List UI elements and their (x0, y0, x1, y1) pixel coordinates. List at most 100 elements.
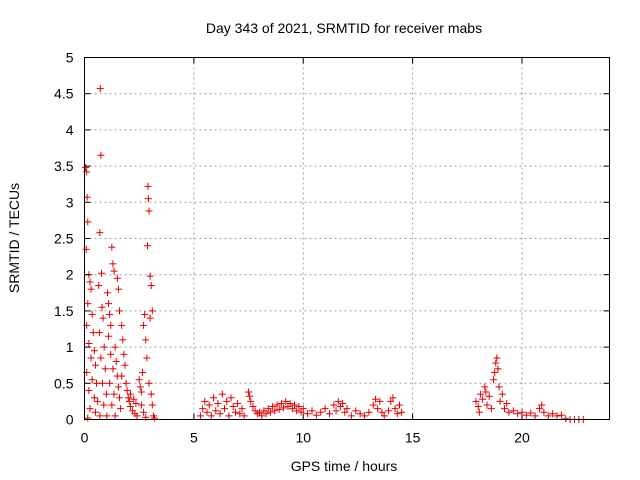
y-axis-label: SRMTID / TECUs (6, 183, 22, 293)
data-point (196, 412, 204, 420)
data-point (132, 400, 140, 408)
data-point (245, 388, 253, 396)
data-point (288, 405, 296, 413)
data-point (258, 412, 266, 420)
data-point (106, 379, 114, 387)
data-point (144, 195, 152, 203)
data-point (144, 242, 151, 250)
data-point (341, 408, 349, 416)
data-point (201, 397, 209, 405)
data-point (203, 408, 211, 416)
data-point (124, 394, 132, 402)
data-point (125, 397, 133, 405)
data-point (95, 282, 103, 290)
data-point (126, 390, 134, 398)
data-point (95, 329, 103, 337)
data-point (490, 376, 498, 384)
data-point (481, 383, 489, 391)
y-tick-label: 5 (66, 50, 74, 66)
data-point (387, 397, 395, 405)
y-tick-label: 0.5 (54, 375, 74, 391)
data-point (86, 278, 94, 286)
data-point (256, 408, 263, 416)
y-tick-label: 3 (66, 194, 74, 210)
data-point (371, 395, 379, 403)
data-point (118, 321, 126, 329)
data-point (114, 285, 122, 293)
data-point (218, 390, 226, 398)
data-point (84, 414, 92, 422)
data-point (105, 332, 113, 340)
data-point (84, 218, 92, 226)
data-point (343, 405, 351, 413)
data-point (148, 401, 156, 409)
data-point (147, 390, 155, 398)
data-point (212, 407, 220, 415)
data-point (82, 164, 90, 172)
data-point (87, 354, 95, 362)
data-point (103, 289, 111, 297)
data-point (111, 343, 119, 351)
data-point (94, 397, 102, 405)
data-point (553, 412, 561, 420)
data-point (82, 245, 90, 253)
data-point (84, 300, 92, 308)
data-point (118, 372, 126, 380)
data-point (498, 390, 506, 398)
data-point (91, 361, 99, 369)
data-point (98, 303, 106, 311)
data-point (396, 401, 403, 409)
data-point (88, 376, 96, 384)
data-point (247, 397, 255, 405)
data-point (221, 405, 228, 413)
data-point (332, 407, 340, 415)
data-point (491, 368, 499, 376)
data-point (269, 402, 277, 410)
data-point (135, 376, 143, 384)
data-point (356, 410, 364, 418)
data-point (262, 410, 270, 418)
data-point (291, 401, 298, 409)
data-point (146, 314, 154, 322)
data-point (138, 368, 146, 376)
data-point (299, 405, 307, 413)
data-point (297, 408, 305, 416)
y-tick-label: 4.5 (54, 86, 74, 102)
data-point (249, 402, 257, 410)
data-point (97, 151, 105, 159)
chart-title: Day 343 of 2021, SRMTID for receiver mab… (206, 20, 482, 36)
data-point (107, 321, 115, 329)
data-point (85, 387, 93, 395)
x-tick-label: 0 (81, 430, 89, 446)
data-point (109, 365, 117, 373)
data-point (140, 321, 148, 329)
data-point (114, 383, 122, 391)
data-point (326, 410, 333, 418)
data-point (536, 405, 543, 413)
data-point (391, 405, 399, 413)
data-point (89, 329, 97, 337)
data-point (531, 412, 539, 420)
data-point (277, 400, 285, 408)
data-point (522, 411, 530, 419)
data-point (110, 390, 118, 398)
data-point (98, 269, 106, 277)
data-point (282, 397, 290, 405)
data-point (549, 410, 557, 418)
data-point (472, 397, 480, 405)
data-point (121, 361, 129, 369)
x-tick-label: 20 (514, 430, 530, 446)
data-point (126, 402, 134, 410)
data-point (540, 408, 548, 416)
data-point (378, 408, 386, 416)
data-point (144, 182, 152, 190)
data-point (141, 311, 149, 319)
data-point (389, 394, 397, 402)
data-point (214, 400, 222, 408)
y-tick-label: 1 (66, 339, 74, 355)
data-point (361, 412, 368, 420)
data-point (101, 365, 109, 373)
data-point (365, 408, 373, 416)
y-tick-label: 3.5 (54, 158, 74, 174)
y-tick-label: 4 (66, 122, 74, 138)
